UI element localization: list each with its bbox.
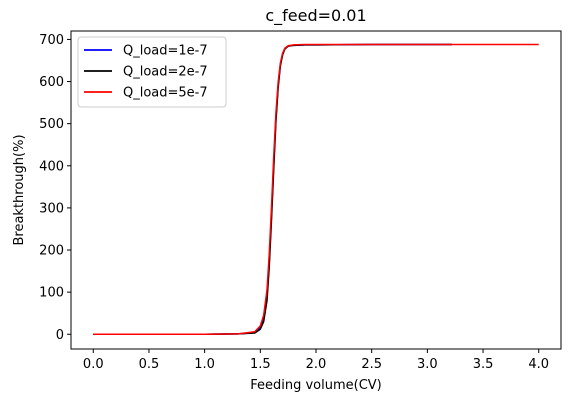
y-tick-label: 100 — [39, 286, 64, 301]
y-tick-label: 300 — [39, 201, 64, 216]
y-axis-label: Breakthrough(%) — [12, 134, 27, 245]
y-tick-label: 500 — [39, 117, 64, 132]
legend: Q_load=1e-7 Q_load=2e-7 Q_load=5e-7 — [77, 36, 227, 108]
x-tick-label: 2.0 — [306, 357, 327, 372]
y-axis: 0 100 200 300 400 500 600 700 — [39, 33, 71, 343]
plot-area — [93, 43, 539, 336]
legend-label: Q_load=5e-7 — [123, 86, 208, 101]
y-tick-label: 700 — [39, 33, 64, 48]
x-tick-label: 0.0 — [83, 357, 104, 372]
x-tick-label: 3.5 — [473, 357, 494, 372]
series-line-3 — [93, 43, 539, 336]
legend-label: Q_load=2e-7 — [123, 65, 208, 80]
x-tick-label: 3.0 — [417, 357, 438, 372]
legend-label: Q_load=1e-7 — [123, 44, 208, 59]
x-tick-label: 0.5 — [139, 357, 160, 372]
x-tick-label: 1.0 — [194, 357, 215, 372]
y-tick-label: 600 — [39, 75, 64, 90]
y-tick-label: 0 — [56, 328, 64, 343]
x-tick-label: 2.5 — [361, 357, 382, 372]
chart-title: c_feed=0.01 — [265, 6, 366, 26]
x-axis: 0.0 0.5 1.0 1.5 2.0 2.5 3.0 3.5 4.0 — [83, 349, 549, 372]
x-tick-label: 4.0 — [528, 357, 549, 372]
y-tick-label: 400 — [39, 159, 64, 174]
x-tick-label: 1.5 — [250, 357, 271, 372]
x-axis-label: Feeding volume(CV) — [250, 378, 382, 393]
legend-frame — [77, 36, 227, 108]
y-tick-label: 200 — [39, 244, 64, 259]
